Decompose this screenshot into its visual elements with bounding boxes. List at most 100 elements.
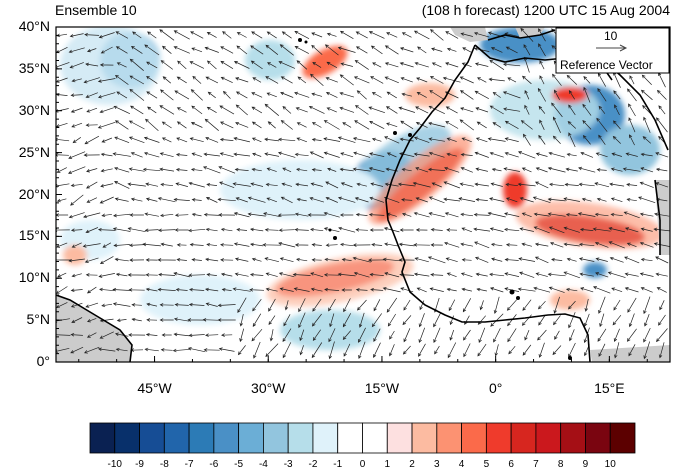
- wind-vector: [189, 61, 205, 69]
- wind-vector: [85, 92, 98, 98]
- wind-vector: [403, 328, 411, 343]
- wind-vector: [146, 302, 158, 307]
- wind-vector: [592, 227, 611, 232]
- wind-vector: [56, 213, 69, 217]
- wind-vector: [99, 196, 114, 204]
- wind-vector: [295, 107, 308, 113]
- wind-vector: [504, 257, 519, 262]
- wind-vector: [384, 45, 399, 55]
- wind-vector: [352, 137, 371, 143]
- wind-vector: [309, 197, 325, 203]
- lat-tick-label: 30°N: [18, 101, 50, 118]
- wind-vector: [250, 242, 264, 247]
- wind-vector: [252, 77, 262, 83]
- wind-vector: [507, 77, 517, 83]
- wind-vector: [368, 258, 386, 262]
- wind-vector: [85, 62, 99, 67]
- wind-vector: [608, 241, 625, 249]
- wind-vector: [280, 120, 293, 130]
- wind-vector-field: [56, 27, 670, 360]
- wind-vector: [294, 30, 310, 40]
- anomaly-patch: [140, 275, 260, 325]
- wind-vector: [264, 137, 280, 142]
- wind-vector: [112, 227, 131, 232]
- wind-vector: [479, 300, 484, 311]
- anomaly-patch: [583, 262, 607, 278]
- wind-vector: [70, 228, 83, 232]
- wind-vector: [233, 137, 250, 143]
- wind-vector: [553, 315, 561, 326]
- wind-vector: [474, 62, 489, 67]
- wind-vector: [100, 183, 114, 188]
- wind-vector: [70, 107, 83, 113]
- wind-vector: [598, 105, 606, 114]
- wind-vector: [643, 116, 651, 133]
- wind-vector: [415, 167, 429, 173]
- wind-vector: [444, 241, 460, 248]
- wind-vector: [326, 32, 337, 37]
- wind-vector: [537, 300, 546, 310]
- wind-vector: [311, 342, 323, 359]
- wind-vector: [296, 137, 308, 143]
- wind-vector: [358, 327, 366, 343]
- wind-vector: [191, 152, 202, 157]
- wind-vector: [220, 227, 233, 232]
- wind-vector: [267, 62, 277, 68]
- wind-vector: [476, 287, 487, 292]
- wind-vector: [463, 343, 471, 358]
- wind-vector: [328, 341, 335, 360]
- wind-vector: [325, 243, 338, 247]
- wind-vector: [643, 327, 651, 343]
- wind-vector: [413, 152, 430, 157]
- wind-vector: [69, 62, 84, 69]
- colorbar-label: -5: [234, 459, 244, 470]
- wind-vector: [188, 228, 206, 233]
- wind-vector: [97, 78, 116, 83]
- wind-vector: [97, 92, 116, 99]
- wind-vector: [401, 167, 412, 172]
- wind-vector: [312, 298, 322, 312]
- wind-vector: [640, 227, 653, 232]
- wind-vector: [294, 46, 309, 54]
- wind-vector: [568, 132, 576, 148]
- wind-vector: [418, 343, 426, 357]
- wind-vector: [173, 197, 190, 202]
- wind-vector: [412, 181, 431, 188]
- wind-vector: [506, 299, 517, 311]
- anomaly-patch: [503, 172, 527, 208]
- wind-vector: [473, 31, 490, 38]
- wind-vector: [127, 227, 146, 233]
- wind-vector: [253, 341, 261, 359]
- reference-vector-box: [555, 27, 670, 74]
- wind-vector: [235, 121, 249, 128]
- wind-vector: [539, 60, 545, 70]
- wind-vector: [446, 287, 457, 292]
- wind-vector: [220, 76, 233, 84]
- wind-vector: [444, 212, 459, 218]
- wind-vector: [264, 228, 279, 232]
- wind-vector: [234, 272, 249, 277]
- wind-vector: [204, 118, 219, 131]
- wind-vector: [428, 167, 446, 172]
- wind-vector: [568, 312, 576, 329]
- wind-vector: [173, 30, 190, 40]
- wind-vector: [161, 121, 172, 129]
- lat-tick-label: 20°N: [18, 185, 50, 202]
- wind-vector: [160, 213, 174, 218]
- wind-vector: [205, 257, 219, 262]
- wind-vector: [584, 298, 589, 312]
- wind-vector: [84, 346, 100, 354]
- wind-vector: [491, 167, 502, 172]
- wind-vector: [144, 347, 159, 352]
- wind-vector: [597, 88, 607, 102]
- wind-vector: [579, 227, 594, 232]
- wind-vector: [324, 287, 340, 292]
- wind-vector: [56, 167, 67, 173]
- wind-vector: [522, 75, 532, 85]
- wind-vector: [232, 182, 251, 187]
- wind-vector: [624, 272, 639, 277]
- wind-vector: [101, 137, 113, 143]
- wind-vector: [564, 182, 579, 187]
- wind-vector: [99, 287, 115, 292]
